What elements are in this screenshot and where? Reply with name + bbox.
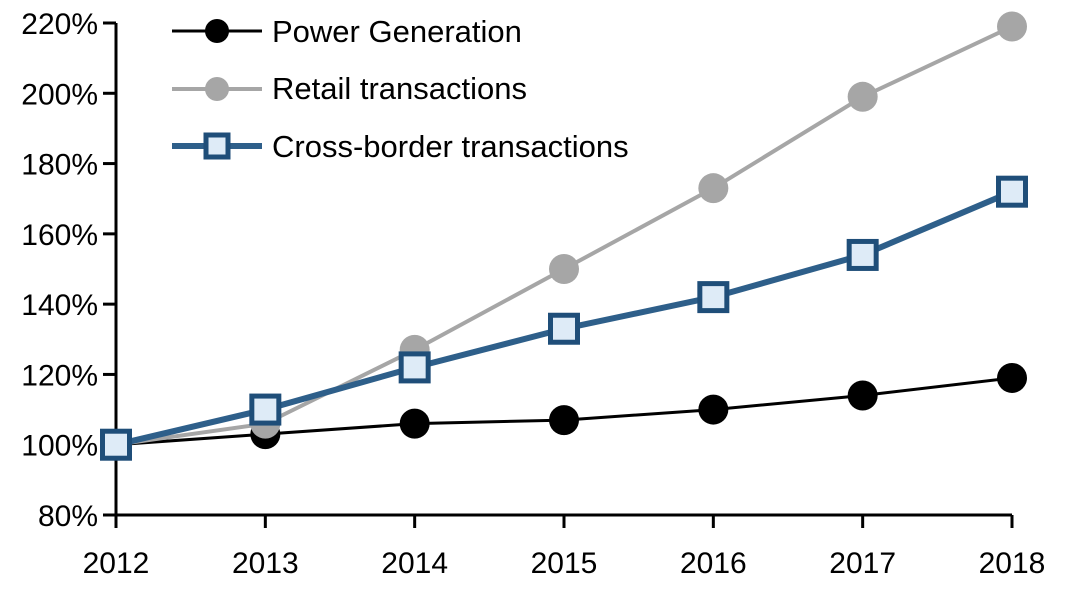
series-marker-cross-border-transactions-2012 [100, 428, 132, 461]
y-axis-tick-label: 180% [21, 149, 98, 182]
chart-legend: Power Generation Retail transactions Cro… [172, 9, 629, 182]
legend-sample-line-circle-icon [172, 9, 262, 53]
y-axis-tick-label: 100% [21, 430, 98, 463]
y-axis-tick-label: 80% [38, 500, 98, 533]
x-axis-tick-label: 2014 [381, 547, 448, 580]
legend-sample-line-square-icon [172, 124, 262, 168]
legend-item-cross-border-transactions: Cross-border transactions [172, 124, 629, 168]
series-marker-power-generation-2018 [997, 362, 1027, 393]
y-axis-tick-label: 160% [21, 219, 98, 252]
series-marker-retail-transactions-2016 [698, 173, 729, 204]
series-marker-cross-border-transactions-2013 [249, 393, 282, 426]
series-marker-cross-border-transactions-2015 [548, 312, 580, 345]
y-axis-tick-label: 220% [21, 8, 98, 41]
y-axis-tick-label: 140% [21, 289, 98, 322]
y-axis-tick-label: 120% [21, 359, 98, 392]
legend-label: Retail transactions [272, 71, 528, 106]
legend-label: Power Generation [272, 13, 522, 49]
x-axis-tick-label: 2013 [232, 547, 299, 580]
series-marker-retail-transactions-2017 [847, 81, 878, 112]
y-axis-tick-label: 200% [21, 78, 98, 111]
series-marker-retail-transactions-2015 [549, 254, 579, 284]
x-axis-tick-label: 2017 [829, 547, 896, 580]
series-marker-power-generation-2015 [549, 405, 579, 436]
series-marker-cross-border-transactions-2016 [697, 281, 730, 314]
legend-item-power-generation: Power Generation [172, 9, 629, 53]
x-axis-tick-label: 2015 [531, 547, 598, 580]
x-axis-tick-label: 2018 [979, 547, 1046, 580]
legend-label: Cross-border transactions [272, 128, 629, 164]
series-marker-cross-border-transactions-2018 [996, 175, 1028, 208]
series-marker-cross-border-transactions-2014 [398, 351, 431, 384]
x-axis-tick-label: 2012 [83, 547, 150, 580]
series-marker-cross-border-transactions-2017 [846, 238, 879, 271]
series-marker-power-generation-2017 [847, 380, 878, 411]
legend-item-retail-transactions: Retail transactions [172, 67, 629, 111]
series-marker-retail-transactions-2018 [997, 11, 1027, 42]
series-marker-power-generation-2016 [698, 394, 729, 425]
x-axis-tick-label: 2016 [680, 547, 747, 580]
series-marker-power-generation-2014 [399, 408, 430, 439]
legend-sample-line-circle-icon [172, 67, 262, 111]
